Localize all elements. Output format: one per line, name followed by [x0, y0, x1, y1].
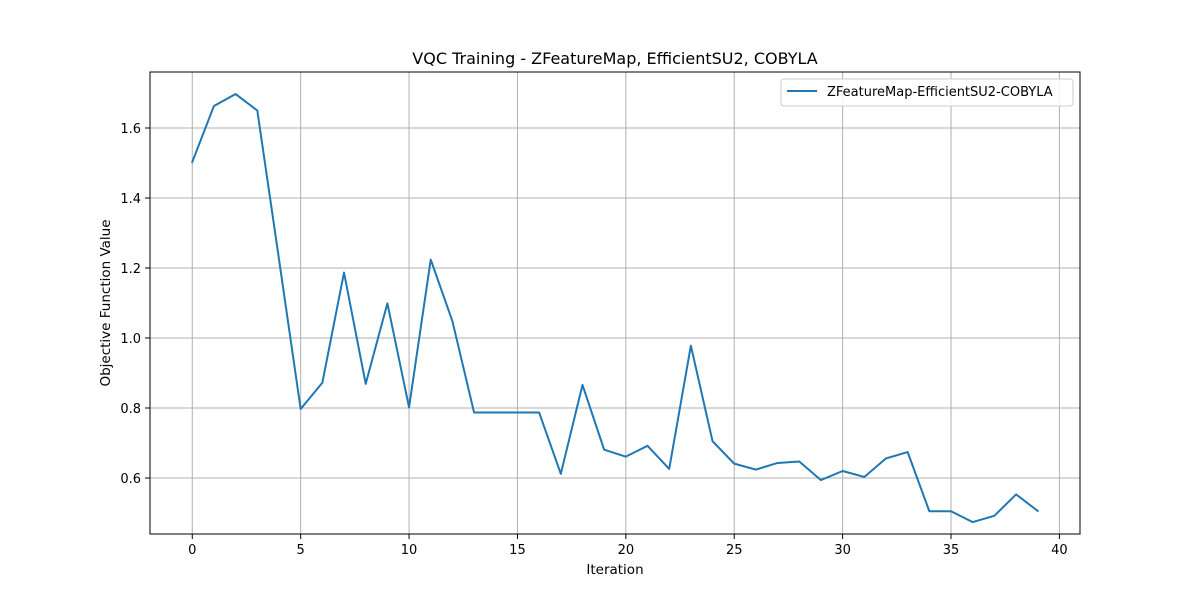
x-tick-label: 5 [297, 543, 305, 558]
series-layer [190, 93, 1040, 524]
x-tick-label: 25 [726, 543, 743, 558]
x-tick-label: 15 [509, 543, 526, 558]
y-tick-label: 1.0 [120, 332, 141, 347]
x-tick-label: 10 [401, 543, 418, 558]
legend: ZFeatureMap-EfficientSU2-COBYLA [780, 78, 1074, 107]
y-axis: 0.6 0.8 1.0 1.2 1.4 1.6 [120, 122, 150, 487]
x-tick-label: 40 [1051, 543, 1068, 558]
y-tick-label: 1.2 [120, 262, 141, 277]
x-axis: 0 5 10 15 20 25 30 35 40 [188, 534, 1068, 558]
x-tick-label: 20 [618, 543, 635, 558]
series-line [190, 93, 1040, 524]
grid [150, 72, 1080, 534]
y-tick-label: 1.4 [120, 192, 141, 207]
x-tick-label: 35 [943, 543, 960, 558]
y-tick-label: 0.8 [120, 402, 141, 417]
x-axis-label: Iteration [586, 562, 643, 578]
chart-title: VQC Training - ZFeatureMap, EfficientSU2… [412, 49, 817, 68]
plot-frame [149, 71, 1081, 535]
legend-label: ZFeatureMap-EfficientSU2-COBYLA [827, 85, 1053, 100]
y-axis-label: Objective Function Value [98, 219, 114, 386]
x-tick-label: 0 [188, 543, 196, 558]
y-tick-label: 1.6 [120, 122, 141, 137]
legend-box [780, 78, 1074, 107]
x-tick-label: 30 [834, 543, 851, 558]
y-tick-label: 0.6 [120, 472, 141, 487]
